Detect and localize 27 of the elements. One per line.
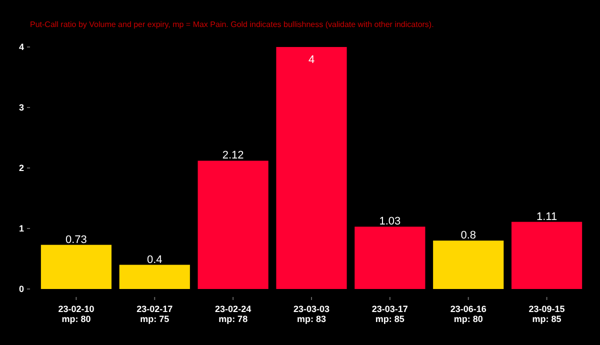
- y-tick-label: 4: [18, 42, 24, 52]
- x-tick-label: 23-02-24 mp: 78: [215, 304, 252, 324]
- bar: [40, 244, 112, 289]
- x-tick-label: 23-06-16 mp: 80: [450, 304, 486, 324]
- y-tick-label: 1: [18, 224, 24, 234]
- bar: [119, 264, 190, 289]
- x-tick-label: 23-03-17 mp: 85: [372, 304, 408, 324]
- data-label: 0.73: [66, 234, 87, 246]
- data-label: 4: [308, 54, 315, 66]
- chart-subtitle: Put-Call ratio by Volume and per expiry, mp = Max Pain. Gold indicates bullishness (validate with other indicators).: [30, 20, 434, 29]
- bar: [198, 160, 268, 289]
- bar: [354, 226, 426, 289]
- data-label: 1.11: [536, 210, 558, 223]
- x-tick-label: 23-02-17 mp: 75: [136, 304, 173, 324]
- y-tick-label: 0: [18, 284, 24, 294]
- data-label: 1.03: [379, 216, 401, 228]
- y-tick-label: 3: [18, 102, 24, 113]
- data-label: 2.12: [222, 150, 244, 162]
- x-tick-label: 23-09-15 mp: 85: [528, 304, 565, 324]
- bar: [433, 240, 504, 289]
- y-tick-label: 2: [18, 163, 24, 174]
- data-label: 0.4: [146, 254, 162, 266]
- x-tick-label: 23-03-03 mp: 83: [293, 304, 330, 324]
- bar: [511, 222, 582, 289]
- x-tick-label: 23-02-10 mp: 80: [58, 304, 94, 324]
- bar: [276, 47, 347, 289]
- data-label: 0.8: [460, 230, 476, 242]
